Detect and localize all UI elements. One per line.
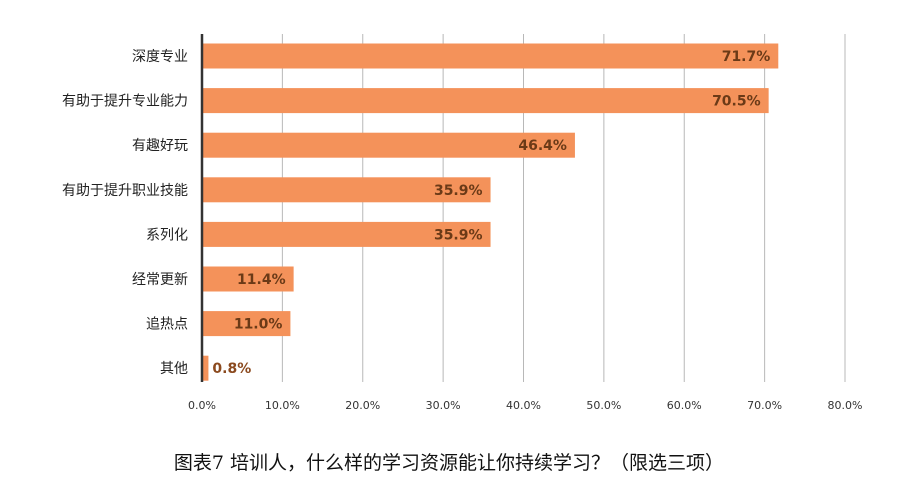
x-tick-label: 70.0% (747, 399, 782, 412)
bars (202, 43, 779, 381)
bar (202, 132, 575, 158)
bar (202, 88, 769, 114)
category-label: 有助于提升职业技能 (62, 183, 188, 199)
bar (202, 177, 491, 203)
grid-lines (281, 34, 846, 382)
x-tick-label: 80.0% (828, 399, 863, 412)
value-label: 35.9% (434, 183, 483, 199)
figure-caption: 图表7 培训人，什么样的学习资源能让你持续学习？（限选三项） (173, 452, 725, 474)
category-label: 追热点 (146, 317, 188, 333)
value-label: 70.5% (712, 94, 761, 110)
x-tick-label: 60.0% (667, 399, 702, 412)
x-tick-label: 30.0% (426, 399, 461, 412)
category-label: 有趣好玩 (132, 138, 188, 154)
value-label: 11.4% (237, 272, 286, 288)
bar (202, 221, 491, 247)
category-label: 有助于提升专业能力 (62, 94, 188, 110)
value-label: 11.0% (234, 317, 283, 333)
x-tick-label: 40.0% (506, 399, 541, 412)
labels: 0.0% 10.0% 20.0% 30.0% 40.0% 50.0% 60.0% 70.0% 8… (62, 49, 862, 412)
value-label: 35.9% (434, 227, 483, 243)
bar-chart: 0.0% 10.0% 20.0% 30.0% 40.0% 50.0% 60.0% 70.0% 8… (62, 34, 862, 412)
x-tick-label: 0.0% (188, 399, 216, 412)
x-tick-label: 50.0% (586, 399, 621, 412)
value-label: 0.8% (212, 361, 251, 377)
bar (202, 43, 779, 69)
x-tick-label: 20.0% (345, 399, 380, 412)
value-label: 71.7% (722, 49, 771, 65)
bar (202, 266, 294, 292)
x-tick-label: 10.0% (265, 399, 300, 412)
category-label: 系列化 (146, 227, 188, 243)
bar (202, 311, 291, 337)
value-label: 46.4% (518, 138, 567, 154)
category-label: 经常更新 (132, 272, 188, 288)
bar (202, 355, 209, 381)
category-label: 其他 (160, 361, 188, 377)
category-label: 深度专业 (132, 49, 188, 65)
